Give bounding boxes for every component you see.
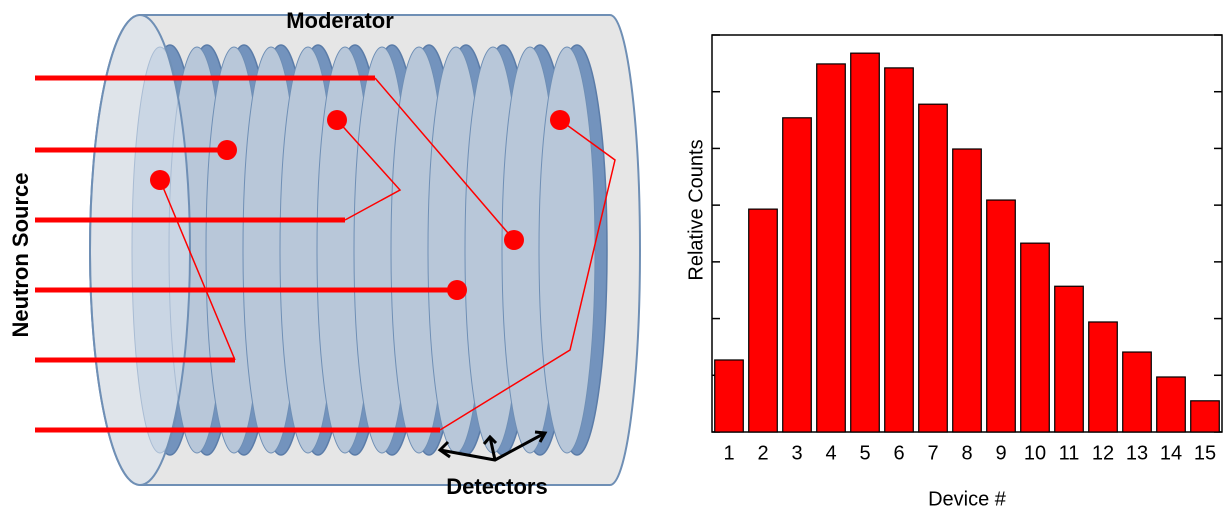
x-tick-label: 15 <box>1194 442 1216 464</box>
cylinder-end <box>90 15 190 485</box>
bar <box>1055 286 1084 432</box>
bar <box>851 53 880 432</box>
x-tick-label: 7 <box>927 442 938 464</box>
y-axis-label: Relative Counts <box>685 139 707 280</box>
bar <box>817 64 846 432</box>
bar <box>1089 322 1118 432</box>
bar <box>715 360 744 432</box>
diagram: Moderator Neutron Source Detectors <box>8 8 640 499</box>
x-tick-label: 8 <box>961 442 972 464</box>
detectors-label: Detectors <box>446 474 547 499</box>
x-tick-label: 12 <box>1092 442 1114 464</box>
x-axis-label: Device # <box>928 488 1007 510</box>
x-tick-label: 6 <box>893 442 904 464</box>
source-label: Neutron Source <box>8 172 33 337</box>
x-tick-label: 5 <box>859 442 870 464</box>
bar <box>1123 352 1152 432</box>
x-tick-label: 4 <box>825 442 836 464</box>
x-tick-label: 1 <box>723 442 734 464</box>
x-tick-label: 13 <box>1126 442 1148 464</box>
x-tick-label: 14 <box>1160 442 1182 464</box>
bar <box>919 104 948 432</box>
bar <box>953 149 982 432</box>
bar <box>783 118 812 432</box>
disc-face <box>539 47 595 453</box>
bar <box>1157 377 1186 432</box>
x-tick-label: 11 <box>1059 442 1080 464</box>
x-tick-label: 10 <box>1024 442 1046 464</box>
bar <box>1191 401 1220 432</box>
figure: Moderator Neutron Source Detectors Devic… <box>0 0 1231 515</box>
x-tick-label: 2 <box>757 442 768 464</box>
bar <box>885 68 914 432</box>
bar <box>749 209 778 432</box>
moderator-label: Moderator <box>286 8 394 33</box>
bar <box>1021 243 1050 432</box>
bar <box>987 200 1016 432</box>
x-tick-label: 3 <box>791 442 802 464</box>
detector-discs <box>132 45 607 455</box>
x-tick-label: 9 <box>995 442 1006 464</box>
